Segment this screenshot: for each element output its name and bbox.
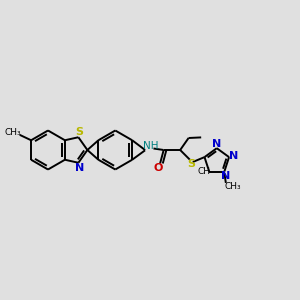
Text: CH₃: CH₃ (224, 182, 241, 191)
Text: S: S (76, 128, 84, 137)
Text: N: N (212, 139, 221, 149)
Text: O: O (154, 163, 163, 173)
Text: N: N (221, 171, 230, 181)
Text: CH₃: CH₃ (5, 128, 21, 137)
Text: N: N (75, 163, 84, 172)
Text: N: N (229, 151, 239, 160)
Text: CH: CH (197, 167, 210, 176)
Text: NH: NH (143, 141, 159, 151)
Text: S: S (187, 159, 195, 170)
